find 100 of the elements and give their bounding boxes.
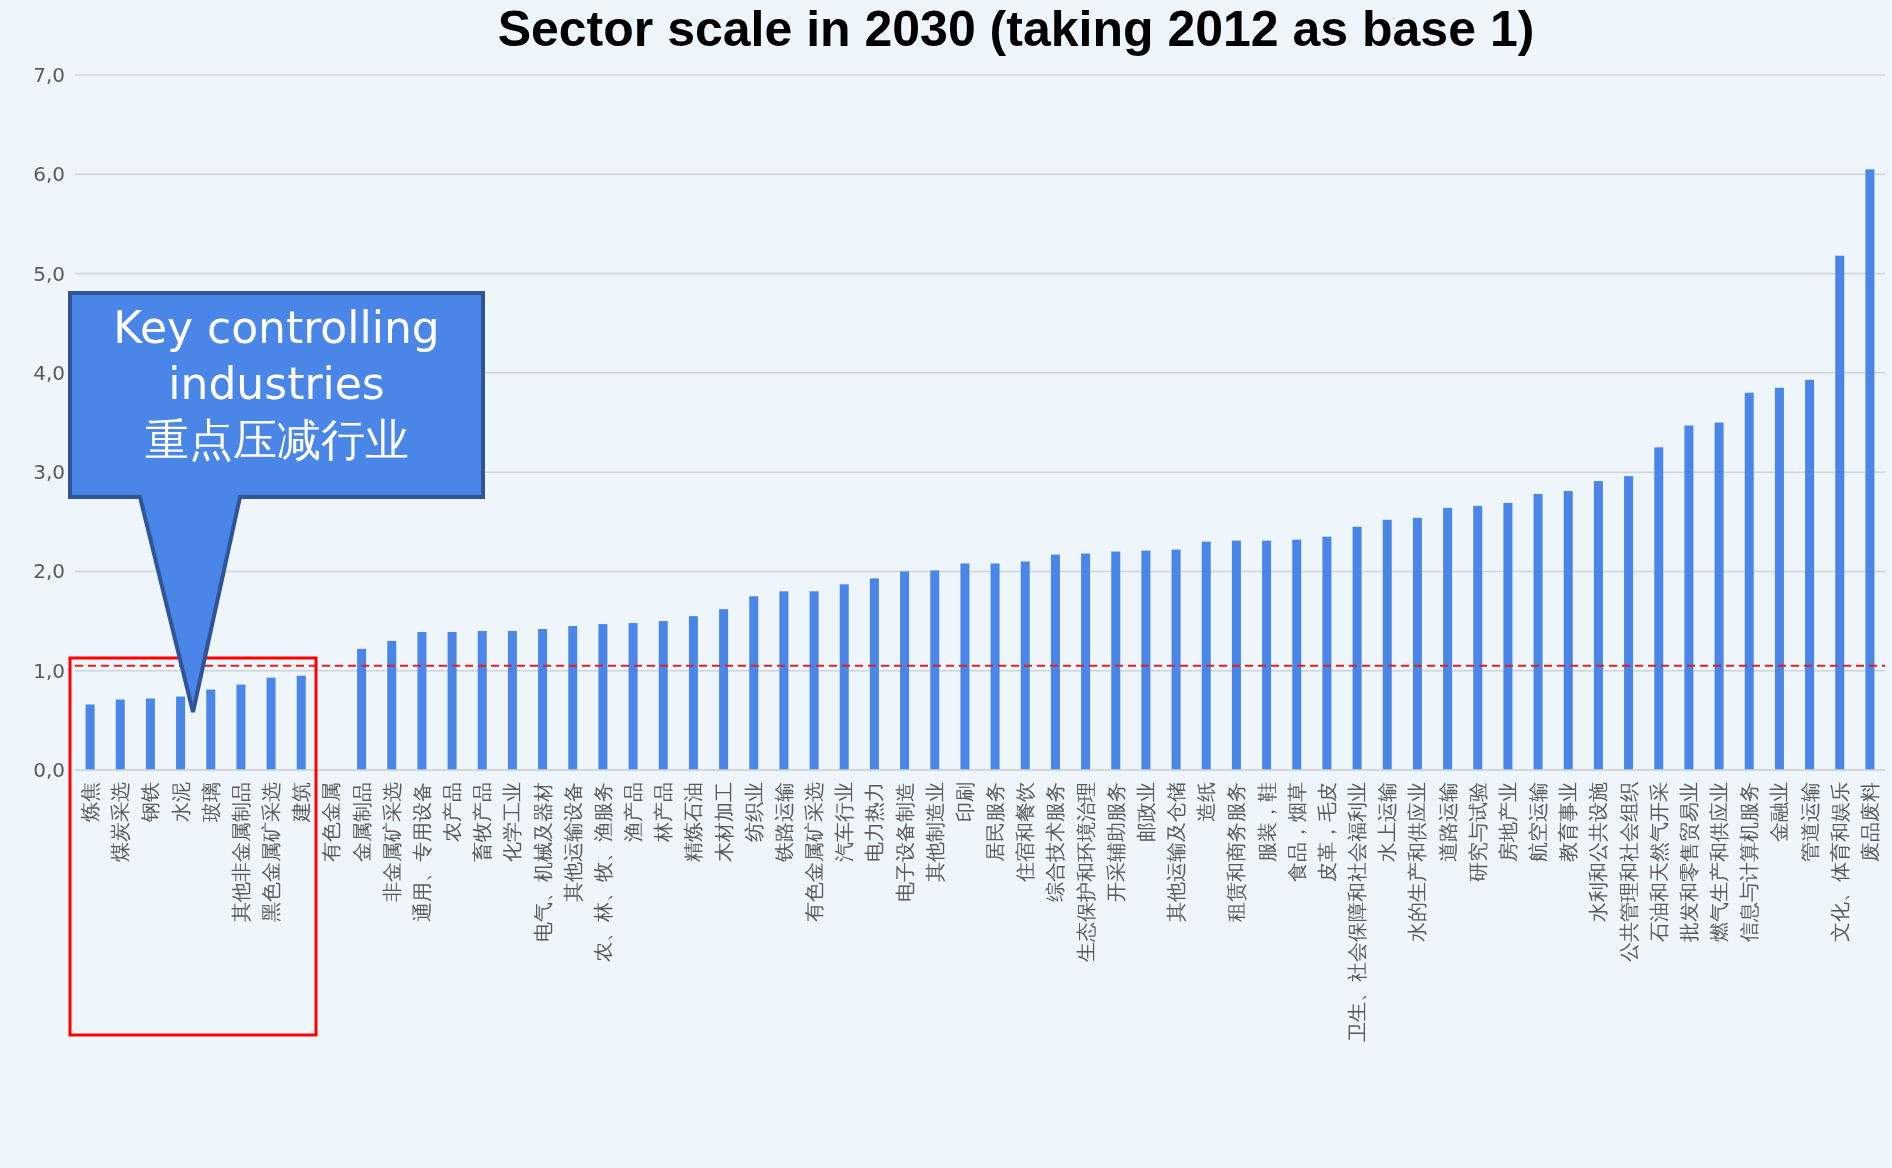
- x-tick-label: 印刷: [952, 782, 977, 822]
- bar: [357, 648, 367, 770]
- x-tick-label: 食品，烟草: [1284, 782, 1309, 882]
- x-tick-label: 非金属矿采选: [379, 782, 404, 902]
- x-tick-label: 管道运输: [1797, 782, 1822, 862]
- x-tick-label: 其他运输及仓储: [1164, 782, 1189, 922]
- x-tick-label: 道路运输: [1435, 782, 1460, 862]
- bar: [1593, 481, 1603, 770]
- x-tick-label: 燃气生产和供应业: [1707, 782, 1732, 942]
- bar: [1382, 519, 1392, 770]
- bar: [176, 696, 186, 770]
- y-tick-label: 0,0: [33, 758, 65, 782]
- bar: [1714, 422, 1724, 770]
- y-tick-label: 5,0: [33, 261, 65, 286]
- bar: [387, 640, 397, 770]
- bar: [990, 563, 1000, 770]
- y-tick-label: 6,0: [33, 162, 65, 187]
- y-tick-label: 2,0: [33, 559, 65, 584]
- x-tick-label: 石油和天然气开采: [1646, 782, 1671, 942]
- bar: [115, 699, 125, 770]
- x-tick-label: 建筑: [289, 782, 314, 823]
- bar: [507, 631, 517, 770]
- x-tick-label: 渔产品: [621, 782, 646, 842]
- bar: [628, 623, 638, 770]
- x-tick-label: 金融业: [1767, 782, 1792, 842]
- bar: [1533, 493, 1543, 770]
- x-tick-label: 租赁和商务服务: [1224, 782, 1249, 922]
- x-tick-label: 林产品: [651, 782, 676, 843]
- bar: [598, 624, 608, 770]
- bar: [568, 626, 578, 770]
- x-tick-label: 水上运输: [1375, 782, 1400, 862]
- x-tick-label: 化学工业: [500, 782, 525, 862]
- bar: [1231, 540, 1241, 770]
- bar: [1443, 507, 1453, 770]
- annotation: 重点压减行业: [143, 413, 410, 467]
- x-tick-label: 造纸: [1194, 782, 1219, 822]
- x-tick-label: 生态保护和环境治理: [1073, 782, 1098, 962]
- bar: [1654, 447, 1664, 770]
- bar: [1563, 491, 1573, 770]
- x-tick-label: 农、林、牧、渔服务: [590, 782, 615, 962]
- x-tick-label: 电气、机械及器材: [530, 782, 555, 942]
- bar: [1141, 550, 1151, 770]
- bar: [930, 570, 940, 770]
- bar: [1624, 476, 1634, 770]
- bar: [206, 689, 216, 770]
- bar: [809, 591, 819, 770]
- x-tick-label: 玻璃: [198, 782, 223, 822]
- x-tick-label: 航空运输: [1526, 782, 1551, 862]
- x-tick-label: 批发和零售贸易业: [1676, 782, 1701, 942]
- x-tick-label: 农产品: [440, 782, 465, 842]
- x-tick-label: 精炼石油: [681, 782, 706, 862]
- x-tick-label: 水利和公共设施: [1586, 782, 1611, 922]
- x-tick-label: 居民服务: [983, 782, 1008, 862]
- x-tick-label: 皮革，毛皮: [1314, 782, 1339, 882]
- bar: [296, 675, 306, 770]
- bar: [779, 591, 789, 770]
- bar: [1050, 554, 1060, 770]
- x-tick-label: 其他制造业: [922, 782, 947, 882]
- bar: [1111, 551, 1121, 770]
- bar: [417, 631, 427, 770]
- bar: [1503, 502, 1513, 770]
- bar: [1322, 536, 1332, 770]
- x-tick-label: 其他运输设备: [560, 782, 585, 902]
- bar: [1774, 387, 1784, 770]
- bar: [1020, 561, 1030, 770]
- y-tick-label: 3,0: [33, 460, 65, 485]
- bar: [688, 616, 698, 770]
- annotation: Key controlling industries: [112, 301, 441, 411]
- bar: [839, 584, 849, 770]
- x-tick-label: 畜牧产品: [470, 782, 495, 862]
- x-tick-label: 综合技术服务: [1043, 782, 1068, 902]
- x-tick-label: 金属制品: [349, 782, 374, 862]
- x-tick-label: 水的生产和供应业: [1405, 782, 1430, 942]
- bar: [749, 596, 759, 770]
- bar: [869, 578, 879, 770]
- x-tick-label: 电子设备制造: [892, 782, 917, 902]
- x-tick-label: 木材加工: [711, 782, 736, 862]
- x-tick-label: 废品废料: [1857, 782, 1882, 862]
- x-tick-label: 电力热力: [862, 782, 887, 862]
- x-tick-label: 纺织业: [741, 782, 766, 842]
- x-tick-label: 房地产业: [1495, 782, 1520, 862]
- x-tick-label: 黑色金属矿采选: [259, 782, 284, 922]
- x-tick-label: 铁路运输: [771, 782, 796, 863]
- bar: [960, 563, 970, 770]
- x-tick-label: 有色金属: [319, 782, 344, 862]
- x-tick-label: 研究与试验: [1465, 782, 1490, 882]
- bar: [719, 609, 729, 770]
- x-tick-label: 通用、专用设备: [409, 782, 434, 922]
- x-tick-label: 信息与计算机服务: [1737, 782, 1762, 942]
- bar: [538, 629, 548, 770]
- x-tick-label: 其他非金属制品: [228, 782, 253, 922]
- x-tick-label: 汽车行业: [832, 782, 857, 862]
- bar: [236, 684, 246, 770]
- x-tick-label: 住宿和餐饮: [1013, 782, 1038, 883]
- x-tick-label: 炼焦: [78, 782, 103, 822]
- x-tick-label: 公共管理和社会组织: [1616, 782, 1641, 962]
- bar: [85, 704, 95, 770]
- bar: [447, 631, 457, 770]
- chart-title: Sector scale in 2030 (taking 2012 as base 1): [497, 1, 1535, 57]
- bar: [1352, 526, 1362, 770]
